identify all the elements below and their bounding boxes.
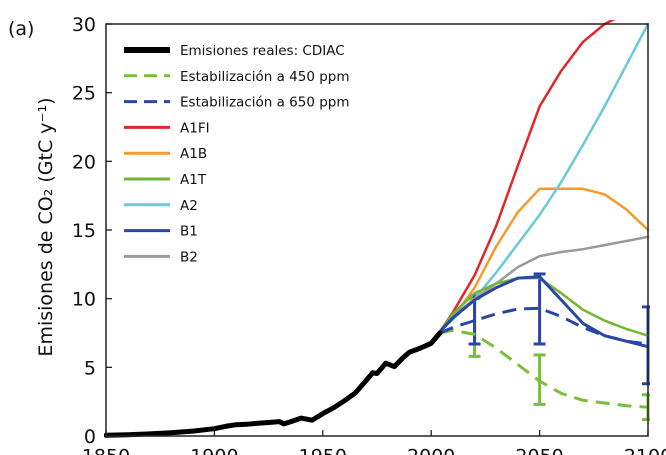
series-line-estabilizacion-a-650-ppm (439, 306, 649, 346)
legend-item-a1fi: A1FI (124, 120, 210, 136)
series-line-emisiones-reales-cdiac (104, 330, 443, 438)
y-tick-label-15: 15 (72, 220, 96, 242)
y-tick-label-5: 5 (84, 357, 96, 379)
y-tick-label-10: 10 (72, 289, 96, 311)
x-tick-label-1900: 1900 (190, 446, 238, 455)
error-bars (468, 272, 650, 422)
legend-label: B1 (180, 224, 198, 240)
x-tick-label-1850: 1850 (82, 446, 130, 455)
x-tick-label-2050: 2050 (515, 446, 563, 455)
series-line-b1 (438, 275, 650, 349)
series-line-a1b (438, 187, 650, 333)
y-tick-label-20: 20 (72, 151, 96, 173)
legend-label: Estabilización a 650 ppm (180, 95, 350, 111)
y-tick-label-0: 0 (84, 426, 96, 448)
legend-item-a2: A2 (124, 198, 198, 214)
series-line-a1fi (438, 20, 616, 333)
x-tick-label-1950: 1950 (299, 446, 347, 455)
legend-label: Emisiones reales: CDIAC (180, 43, 345, 59)
legend-label: A1FI (180, 120, 210, 136)
legend-item-a1b: A1B (124, 146, 207, 162)
legend-label: A1T (180, 172, 207, 188)
error-bar-4 (533, 272, 546, 346)
series-line-b2 (438, 235, 650, 333)
y-tick-label-25: 25 (72, 83, 96, 105)
y-tick-label-30: 30 (72, 14, 96, 36)
legend-item-a1t: A1T (124, 172, 207, 188)
legend-item-emisiones-reales-cdiac: Emisiones reales: CDIAC (124, 43, 345, 59)
legend-item-b2: B2 (124, 249, 198, 265)
legend-label: Estabilización a 450 ppm (180, 69, 350, 85)
series-line-a2 (438, 22, 650, 333)
legend-item-estabilizacion-a-650-ppm: Estabilización a 650 ppm (124, 95, 350, 111)
series-line-a1t (438, 276, 650, 337)
series-lines (104, 20, 650, 438)
legend-label: B2 (180, 249, 198, 265)
x-tick-label-2100: 2100 (624, 446, 666, 455)
legend-label: A1B (180, 146, 207, 162)
legend-item-estabilizacion-a-450-ppm: Estabilización a 450 ppm (124, 69, 350, 85)
legend: Emisiones reales: CDIAC Estabilización a … (124, 43, 350, 265)
legend-label: A2 (180, 198, 198, 214)
series-line-estabilizacion-a-450-ppm (439, 328, 649, 409)
legend-item-b1: B1 (124, 224, 198, 240)
axes: 1850 1900 1950 2000 2050 2100 0 5 10 15 20 25 30 (72, 14, 666, 455)
panel-label: (a) (8, 18, 34, 40)
y-axis-label: Emisiones de CO₂ (GtC y⁻¹) (35, 97, 57, 356)
x-tick-label-2000: 2000 (407, 446, 455, 455)
